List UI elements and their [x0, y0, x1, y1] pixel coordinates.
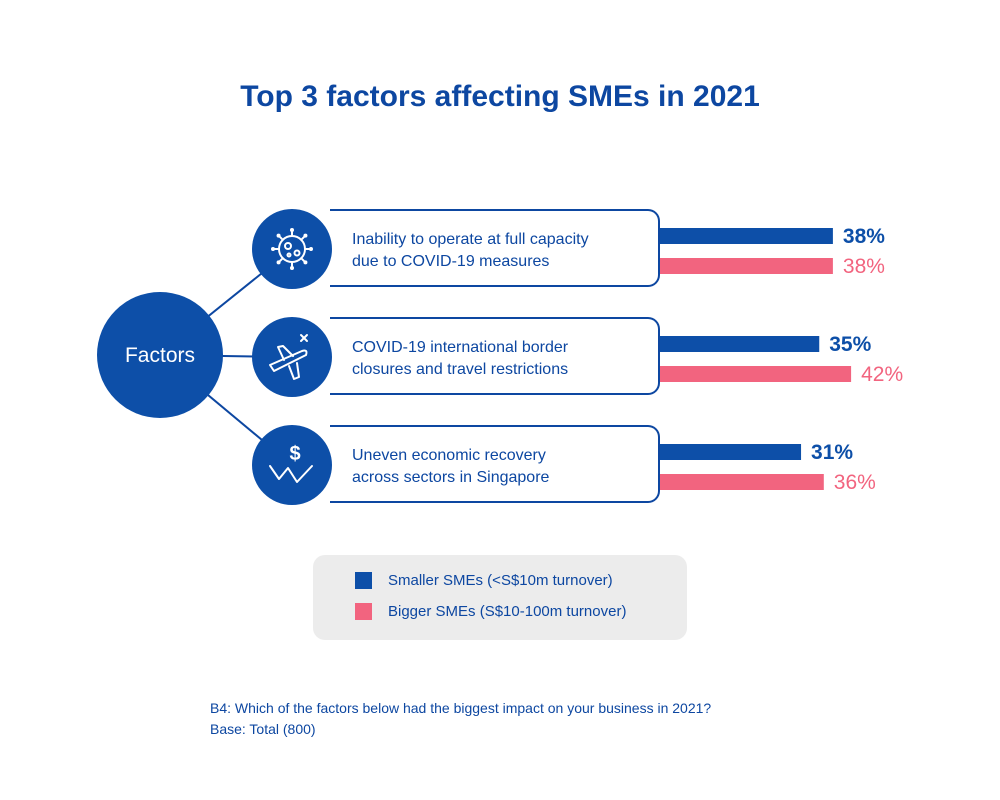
- data-label-smaller-1: 38%: [843, 225, 885, 248]
- footnote: B4: Which of the factors below had the b…: [210, 698, 711, 740]
- virus-spike-tip: [309, 247, 313, 251]
- factor-box-3: [330, 425, 660, 503]
- virus-spike-tip: [271, 247, 275, 251]
- bar-bigger-2: [660, 366, 852, 382]
- virus-spike-tip: [276, 260, 281, 265]
- virus-spike-tip: [303, 260, 308, 265]
- decline-line: [269, 465, 313, 483]
- bar-smaller-2: [660, 336, 820, 352]
- factor-box-2: [330, 317, 660, 395]
- virus-spike-tip: [303, 233, 308, 238]
- data-label-bigger-2: 42%: [861, 363, 903, 386]
- dollar-sign: $: [289, 443, 300, 465]
- data-label-bigger-3: 36%: [834, 471, 876, 494]
- virus-spike-tip: [290, 266, 294, 270]
- hub-label: Factors: [125, 344, 195, 367]
- legend-label-bigger: Bigger SMEs (S$10-100m turnover): [388, 603, 627, 620]
- factor-label-1-line1: Inability to operate at full capacity: [352, 231, 589, 248]
- legend-label-smaller: Smaller SMEs (<S$10m turnover): [388, 572, 613, 589]
- factor-box-1: [330, 209, 660, 287]
- factor-label-3-line2: across sectors in Singapore: [352, 469, 550, 486]
- icon-circle-3: [252, 425, 332, 505]
- virus-dot: [286, 252, 292, 258]
- bar-smaller-3: [660, 444, 802, 460]
- footnote-base: Base: Total (800): [210, 721, 316, 737]
- virus-spike-tip: [290, 228, 294, 232]
- icon-circle-2: [252, 317, 332, 397]
- factor-label-2-line2: closures and travel restrictions: [352, 361, 569, 378]
- factor-label-2-line1: COVID-19 international border: [352, 339, 569, 356]
- factor-label-2: COVID-19 international border closures a…: [352, 337, 657, 381]
- footnote-question: B4: Which of the factors below had the b…: [210, 700, 712, 716]
- icon-circle-1: [252, 209, 332, 289]
- dollar-decline-icon: $: [252, 425, 332, 505]
- hub-circle: [97, 292, 223, 418]
- legend-item-bigger: Bigger SMEs (S$10-100m turnover): [355, 603, 626, 620]
- bar-bigger-1: [660, 258, 833, 274]
- factor-label-3-line1: Uneven economic recovery: [352, 447, 546, 464]
- data-label-smaller-2: 35%: [829, 333, 871, 356]
- airplane-shape: [269, 345, 308, 380]
- virus-spike-tip: [276, 233, 281, 238]
- data-label-smaller-3: 31%: [811, 441, 853, 464]
- bar-smaller-1: [660, 228, 833, 244]
- legend: Smaller SMEs (<S$10m turnover) Bigger SM…: [313, 555, 687, 640]
- virus-icon: [252, 209, 332, 289]
- factor-label-1-line2: due to COVID-19 measures: [352, 253, 550, 270]
- factor-label-1: Inability to operate at full capacity du…: [352, 229, 657, 273]
- data-label-bigger-1: 38%: [843, 255, 885, 278]
- cancel-x: [300, 334, 308, 342]
- legend-swatch-bigger: [355, 603, 372, 620]
- factor-label-3: Uneven economic recovery across sectors …: [352, 445, 657, 489]
- virus-dot: [284, 242, 292, 250]
- legend-item-smaller: Smaller SMEs (<S$10m turnover): [355, 572, 613, 589]
- airplane-cancel-icon: [252, 317, 332, 397]
- virus-dot: [293, 249, 301, 257]
- legend-swatch-smaller: [355, 572, 372, 589]
- bar-bigger-3: [660, 474, 824, 490]
- chart-title: Top 3 factors affecting SMEs in 2021: [240, 80, 760, 113]
